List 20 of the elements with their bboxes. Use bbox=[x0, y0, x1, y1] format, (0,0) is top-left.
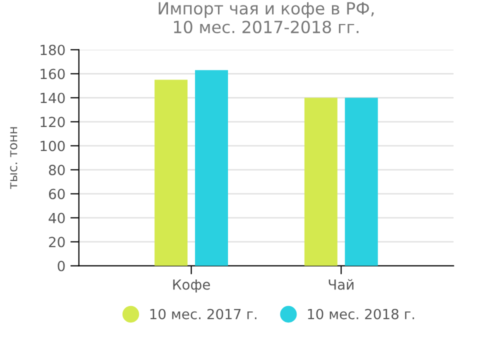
x-tick-label: Кофе bbox=[173, 279, 210, 292]
legend-label: 10 мес. 2017 г. bbox=[150, 308, 256, 320]
y-tick-label: 60 bbox=[48, 188, 65, 200]
y-tick-label: 120 bbox=[40, 116, 65, 128]
y-tick-label: 20 bbox=[49, 236, 65, 248]
y-tick-label: 180 bbox=[40, 44, 65, 56]
y-tick-label: 160 bbox=[40, 68, 65, 80]
legend-label: 10 мес. 2018 г. bbox=[308, 308, 414, 320]
bar bbox=[195, 70, 228, 266]
chart-title: Импорт чая и кофе в РФ, 10 мес. 2017-2018 гг. bbox=[158, 2, 374, 34]
y-tick-label: 140 bbox=[40, 92, 65, 104]
bar bbox=[154, 80, 188, 266]
bar bbox=[344, 98, 378, 266]
y-axis-title: тыс. тонн bbox=[10, 127, 18, 190]
y-tick-label: 100 bbox=[40, 140, 65, 152]
x-tick-label: Чай bbox=[328, 279, 354, 290]
y-tick-label: 0 bbox=[58, 260, 65, 272]
bar bbox=[304, 98, 338, 266]
y-tick-label: 80 bbox=[48, 164, 65, 176]
y-tick-label: 40 bbox=[48, 212, 65, 224]
